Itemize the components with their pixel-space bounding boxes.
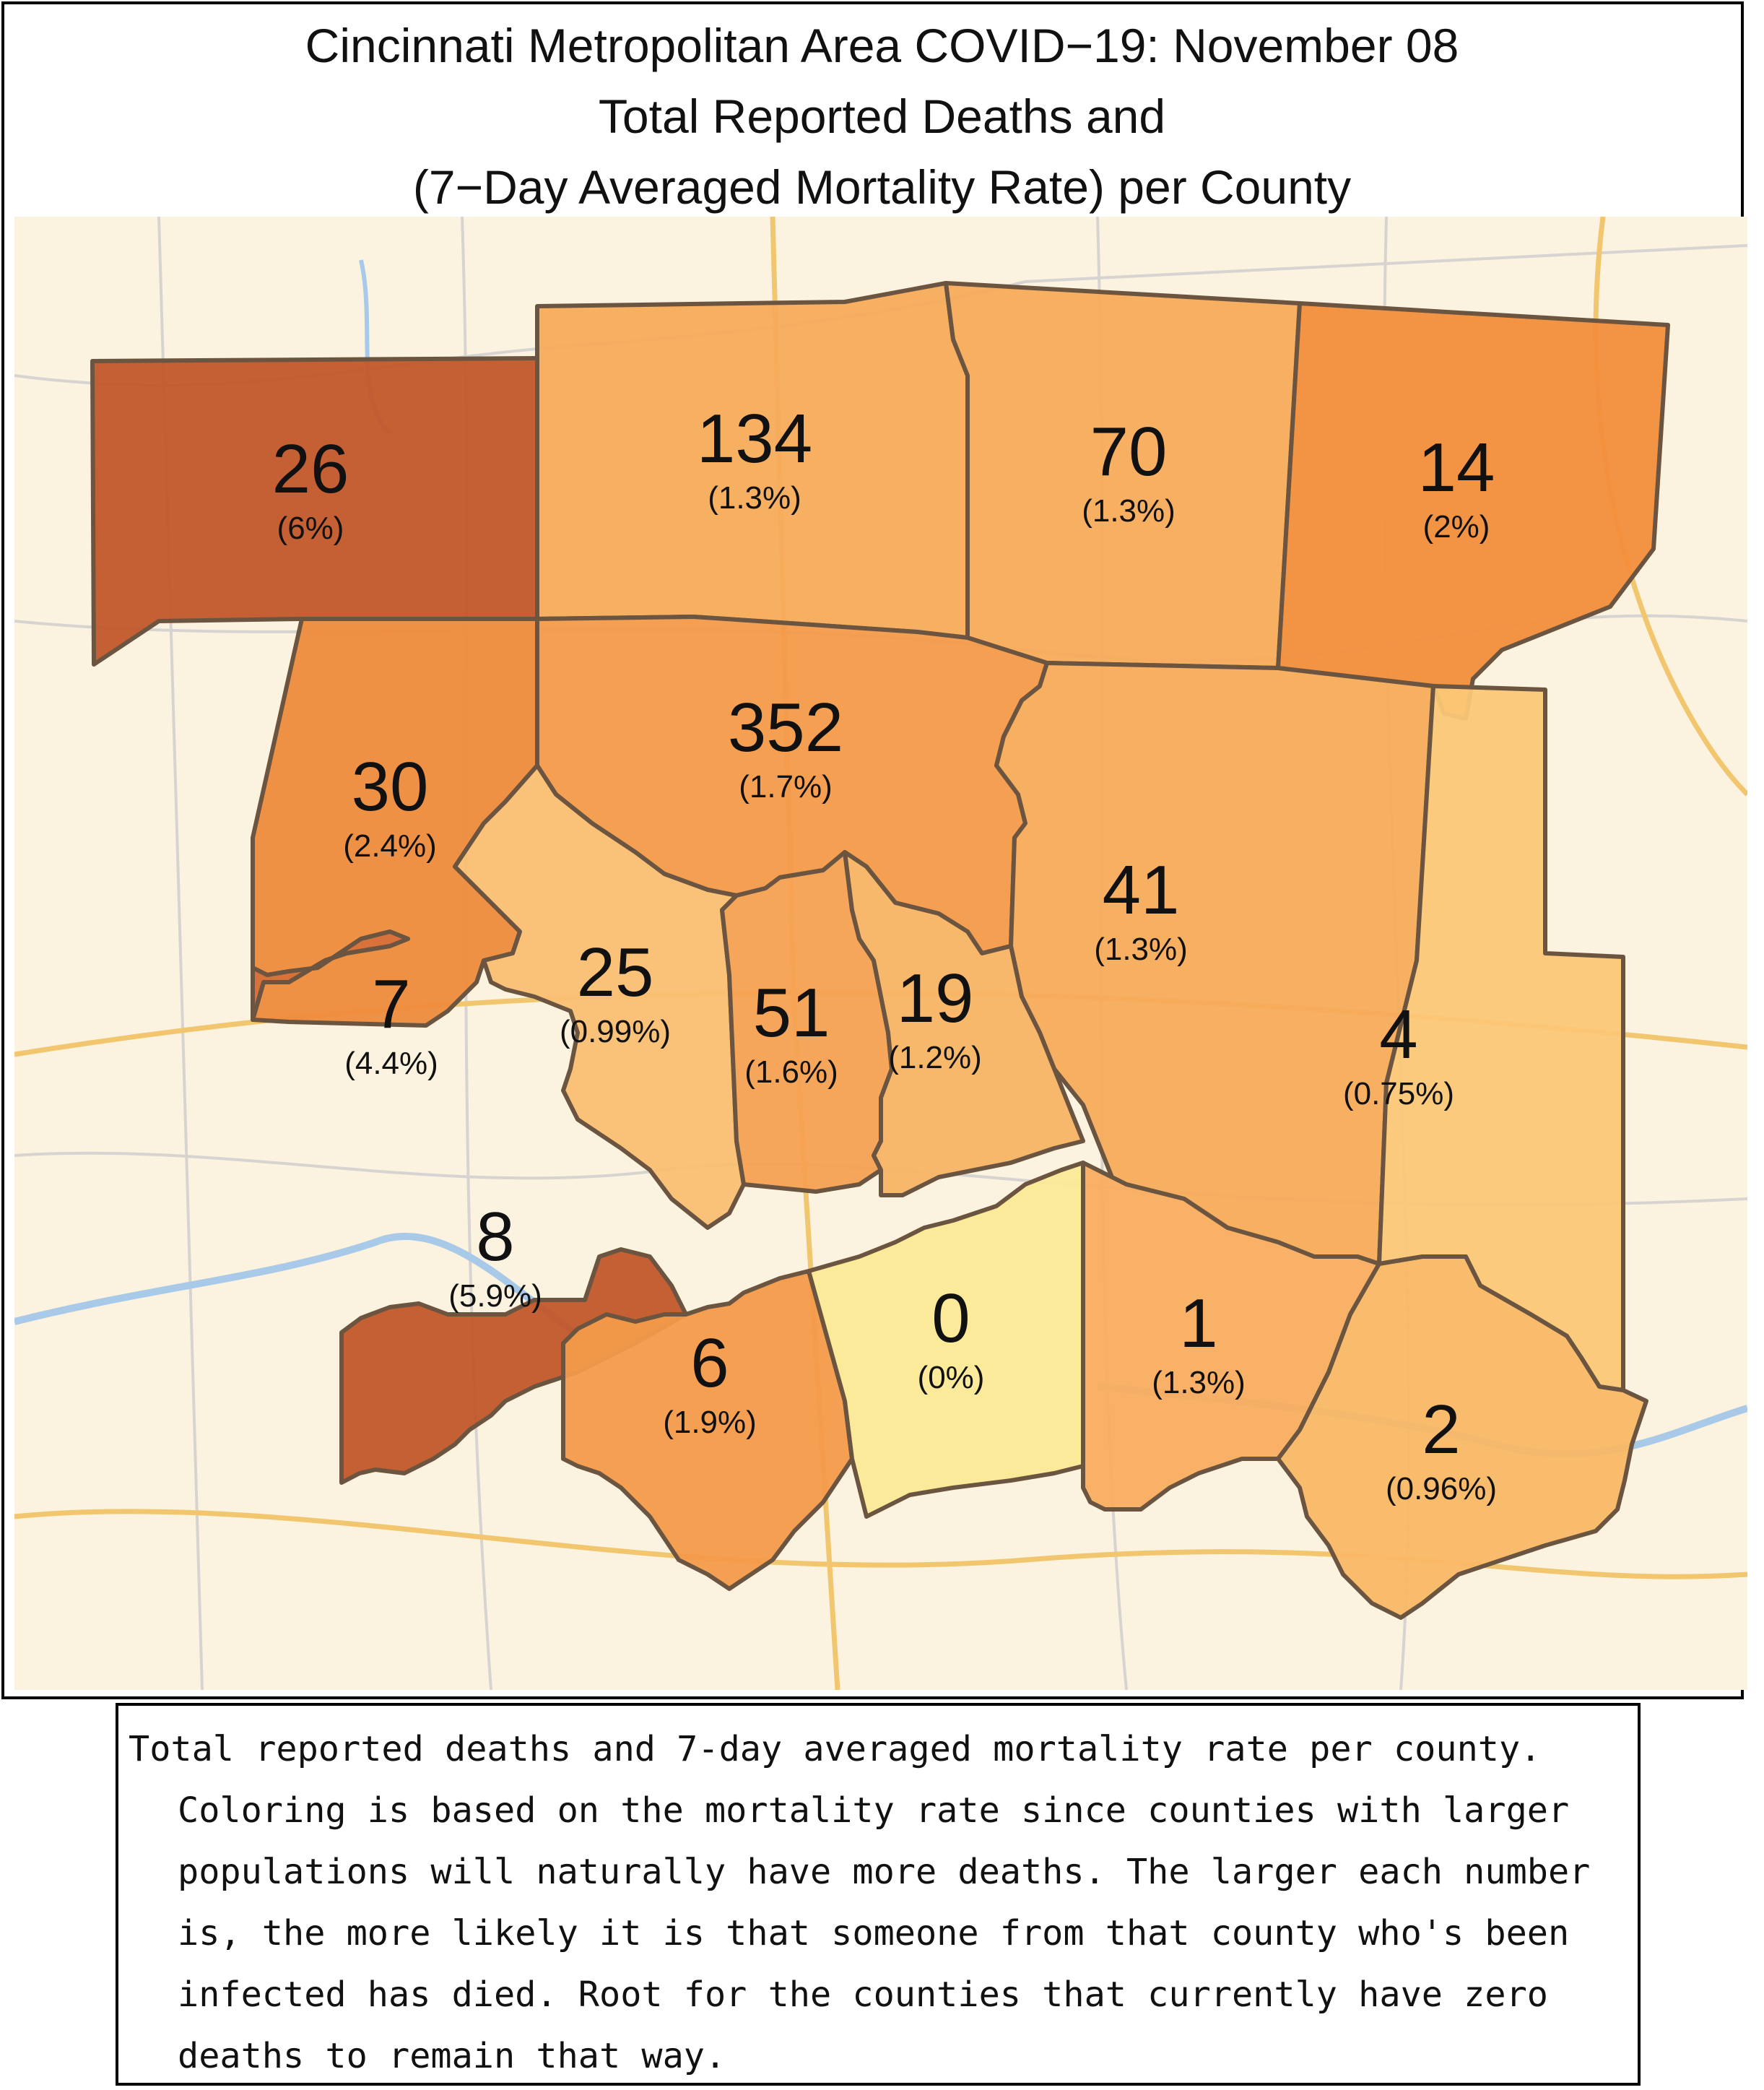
county-camp-shape[interactable]	[843, 850, 1085, 1197]
county-labels: 26 (6%) 134 (1.3%) 70 (1.3%) 14 (2%) 30 …	[272, 400, 1497, 1506]
county-sw-deaths: 7	[372, 966, 410, 1043]
county-gall-deaths: 8	[476, 1198, 514, 1275]
map-title: Cincinnati Metropolitan Area COVID−19: N…	[0, 10, 1764, 222]
county-e1-rate: (1.3%)	[1094, 932, 1188, 967]
county-boone-deaths: 25	[577, 934, 654, 1011]
county-ham-rate: (1.7%)	[739, 769, 833, 805]
county-mason-rate: (0.96%)	[1386, 1471, 1497, 1506]
county-mason-shape[interactable]	[1276, 1254, 1648, 1620]
county-brack-rate: (1.3%)	[1152, 1365, 1246, 1400]
county-grant-deaths: 6	[690, 1324, 729, 1402]
county-e1-deaths: 41	[1103, 851, 1180, 929]
caption-box: Total reported deaths and 7-day averaged…	[116, 1703, 1641, 2086]
choropleth-map: 26 (6%) 134 (1.3%) 70 (1.3%) 14 (2%) 30 …	[14, 217, 1747, 1690]
county-brack-deaths: 1	[1179, 1285, 1217, 1362]
county-grant-shape[interactable]	[561, 1269, 854, 1591]
county-boone-rate: (0.99%)	[560, 1014, 671, 1049]
county-w-deaths: 30	[352, 748, 429, 825]
county-kent-rate: (1.6%)	[744, 1054, 838, 1090]
counties	[90, 281, 1670, 1620]
county-nw-deaths: 26	[272, 430, 349, 508]
county-sw-shape[interactable]	[251, 929, 410, 1022]
county-ham-deaths: 352	[728, 689, 843, 766]
county-kent-deaths: 51	[753, 974, 830, 1051]
county-camp-deaths: 19	[897, 960, 974, 1037]
county-n2-rate: (1.3%)	[1082, 493, 1176, 529]
county-ne-deaths: 14	[1418, 429, 1495, 506]
county-boone-shape[interactable]	[453, 763, 746, 1230]
title-line-3: (7−Day Averaged Mortality Rate) per Coun…	[412, 160, 1352, 214]
county-gall-shape[interactable]	[339, 1247, 688, 1485]
county-pend-deaths: 0	[931, 1280, 970, 1357]
county-n1-deaths: 134	[697, 400, 812, 477]
county-nw-rate: (6%)	[277, 511, 344, 546]
county-e2-rate: (0.75%)	[1343, 1076, 1454, 1111]
county-mason-deaths: 2	[1422, 1391, 1460, 1468]
county-camp-rate: (1.2%)	[888, 1040, 982, 1075]
county-grant-rate: (1.9%)	[663, 1405, 757, 1440]
title-line-2: Total Reported Deaths and	[598, 90, 1166, 143]
county-n1-rate: (1.3%)	[708, 480, 801, 516]
county-e2-deaths: 4	[1379, 996, 1417, 1073]
county-w-rate: (2.4%)	[343, 828, 437, 864]
county-n2-deaths: 70	[1090, 413, 1168, 490]
county-pend-rate: (0%)	[918, 1360, 985, 1395]
county-gall-rate: (5.9%)	[448, 1278, 542, 1314]
title-line-1: Cincinnati Metropolitan Area COVID−19: N…	[305, 19, 1459, 72]
county-ne-rate: (2%)	[1423, 509, 1490, 545]
county-sw-rate: (4.4%)	[344, 1046, 438, 1081]
